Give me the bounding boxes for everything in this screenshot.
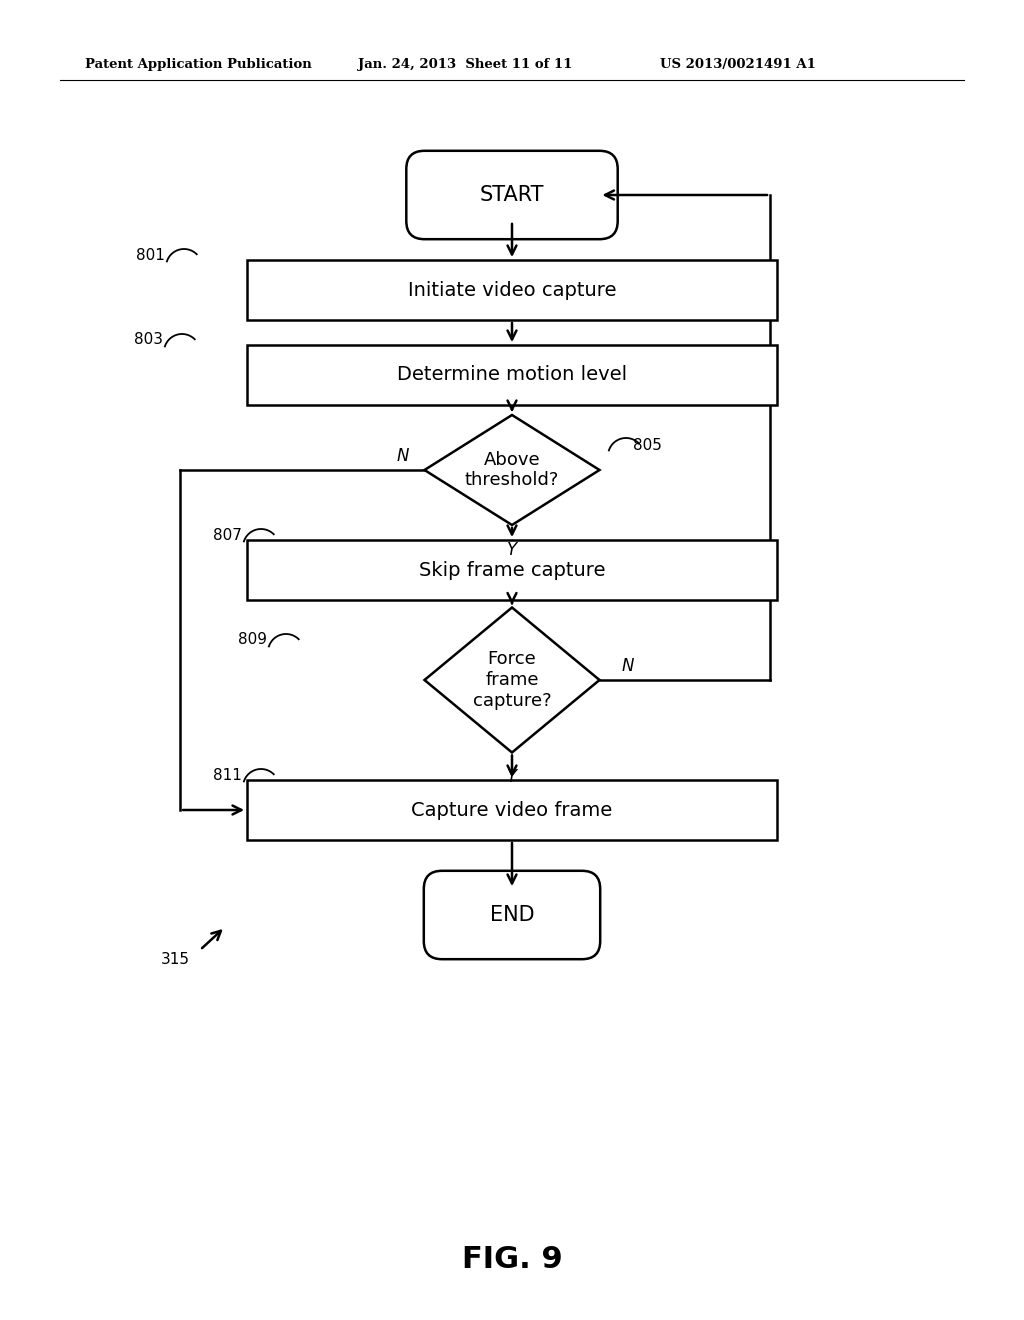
FancyBboxPatch shape [424,871,600,960]
Text: START: START [480,185,544,205]
Text: 811: 811 [213,767,242,783]
Text: 807: 807 [213,528,242,543]
Text: Initiate video capture: Initiate video capture [408,281,616,300]
FancyBboxPatch shape [407,150,617,239]
FancyBboxPatch shape [247,780,777,840]
Text: Skip frame capture: Skip frame capture [419,561,605,579]
Text: Y: Y [507,541,517,558]
Text: Determine motion level: Determine motion level [397,366,627,384]
Text: US 2013/0021491 A1: US 2013/0021491 A1 [660,58,816,71]
Polygon shape [425,607,599,752]
FancyBboxPatch shape [247,345,777,405]
Text: 803: 803 [134,333,163,347]
Text: Capture video frame: Capture video frame [412,800,612,820]
Text: 809: 809 [238,632,267,648]
FancyBboxPatch shape [247,260,777,319]
Text: N: N [622,657,634,675]
Text: Above
threshold?: Above threshold? [465,450,559,490]
Text: Y: Y [507,768,517,787]
FancyBboxPatch shape [247,540,777,601]
Polygon shape [425,414,599,525]
Text: Patent Application Publication: Patent Application Publication [85,58,311,71]
Text: END: END [489,906,535,925]
Text: N: N [396,447,409,465]
Text: FIG. 9: FIG. 9 [462,1246,562,1275]
Text: Force
frame
capture?: Force frame capture? [473,651,551,710]
Text: Jan. 24, 2013  Sheet 11 of 11: Jan. 24, 2013 Sheet 11 of 11 [358,58,572,71]
Text: 801: 801 [136,248,165,263]
Text: 315: 315 [161,953,190,968]
Text: 805: 805 [633,437,662,453]
